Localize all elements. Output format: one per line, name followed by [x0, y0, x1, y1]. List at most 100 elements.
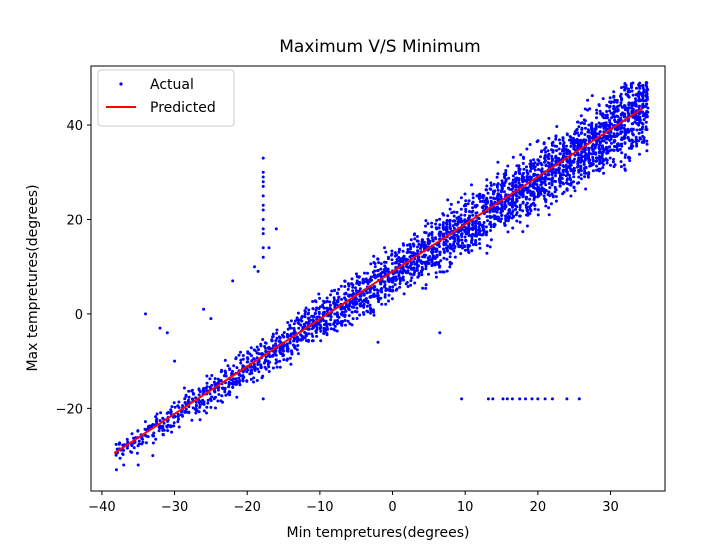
actual-point	[182, 386, 186, 390]
actual-point	[595, 111, 599, 115]
actual-point	[528, 169, 532, 173]
actual-point	[296, 352, 300, 356]
actual-point	[612, 104, 616, 108]
actual-point	[482, 194, 486, 198]
actual-point	[426, 222, 430, 226]
actual-point	[169, 410, 173, 414]
actual-point	[202, 307, 206, 311]
x-axis-ticks: −40 −30 −20 −10 0 10 20 30	[88, 491, 619, 515]
actual-point	[515, 205, 519, 209]
actual-point	[261, 227, 265, 231]
actual-point	[616, 143, 620, 147]
actual-point	[555, 149, 558, 152]
actual-point	[485, 184, 489, 188]
actual-point	[608, 105, 611, 109]
actual-point	[292, 322, 296, 326]
actual-point	[642, 138, 646, 142]
actual-point	[245, 370, 249, 374]
actual-point	[525, 147, 529, 151]
actual-point	[238, 383, 242, 387]
actual-point	[475, 211, 479, 215]
actual-point	[210, 374, 214, 377]
actual-point	[278, 359, 282, 363]
actual-point	[371, 308, 375, 312]
actual-point	[391, 285, 395, 289]
actual-point	[500, 213, 504, 217]
actual-point	[202, 390, 206, 393]
actual-point	[445, 218, 449, 222]
actual-point	[274, 342, 278, 346]
actual-point	[274, 353, 278, 357]
actual-point	[543, 397, 547, 401]
actual-point	[551, 140, 555, 144]
actual-point	[206, 401, 210, 405]
actual-point	[344, 291, 348, 295]
actual-point	[568, 138, 571, 142]
actual-point	[232, 377, 236, 381]
actual-point	[470, 183, 473, 187]
actual-point	[372, 313, 376, 317]
actual-point	[409, 283, 413, 287]
actual-point	[387, 299, 390, 303]
actual-point	[601, 112, 605, 116]
actual-point	[573, 189, 577, 193]
actual-point	[448, 242, 452, 246]
actual-point	[140, 442, 144, 446]
actual-point	[398, 285, 402, 289]
actual-point	[539, 190, 542, 194]
actual-point	[351, 317, 355, 321]
actual-point	[528, 143, 532, 146]
actual-point	[562, 173, 566, 177]
actual-point	[473, 221, 477, 225]
actual-point	[224, 374, 228, 378]
actual-point	[611, 160, 615, 164]
actual-point	[444, 221, 448, 225]
actual-point	[456, 200, 460, 204]
actual-point	[291, 343, 295, 347]
actual-point	[155, 420, 159, 424]
y-tick-label: −20	[56, 402, 83, 417]
actual-point	[629, 127, 633, 131]
actual-point	[543, 179, 547, 183]
actual-point	[637, 131, 641, 135]
actual-point	[459, 207, 463, 211]
actual-point	[354, 286, 357, 290]
actual-point	[623, 167, 627, 171]
actual-point	[536, 213, 540, 217]
actual-point	[590, 94, 594, 98]
actual-point	[369, 262, 373, 266]
actual-point	[442, 227, 445, 231]
actual-point	[503, 200, 507, 204]
actual-point	[252, 380, 255, 384]
actual-point	[529, 184, 533, 188]
actual-point	[412, 260, 416, 264]
actual-point	[536, 163, 539, 167]
actual-point	[282, 349, 285, 353]
actual-point	[533, 168, 537, 172]
actual-point	[325, 296, 329, 300]
actual-point	[350, 310, 354, 314]
actual-point	[228, 393, 232, 397]
actual-point	[569, 194, 573, 198]
actual-point	[584, 187, 588, 191]
actual-point	[619, 103, 623, 107]
actual-point	[549, 202, 553, 206]
actual-point	[416, 245, 419, 249]
actual-point	[529, 190, 533, 194]
actual-point	[522, 167, 526, 171]
actual-point	[286, 333, 290, 337]
actual-point	[358, 303, 362, 307]
actual-point	[504, 204, 508, 208]
actual-point	[645, 90, 649, 94]
actual-point	[146, 435, 150, 439]
actual-point	[638, 152, 641, 156]
actual-point	[137, 439, 141, 443]
actual-point	[499, 217, 503, 221]
actual-point	[613, 120, 617, 124]
actual-point	[630, 89, 634, 93]
actual-point	[584, 126, 587, 130]
actual-point	[151, 454, 155, 458]
actual-points-layer	[114, 81, 650, 472]
actual-point	[408, 250, 412, 254]
actual-point	[307, 308, 311, 312]
